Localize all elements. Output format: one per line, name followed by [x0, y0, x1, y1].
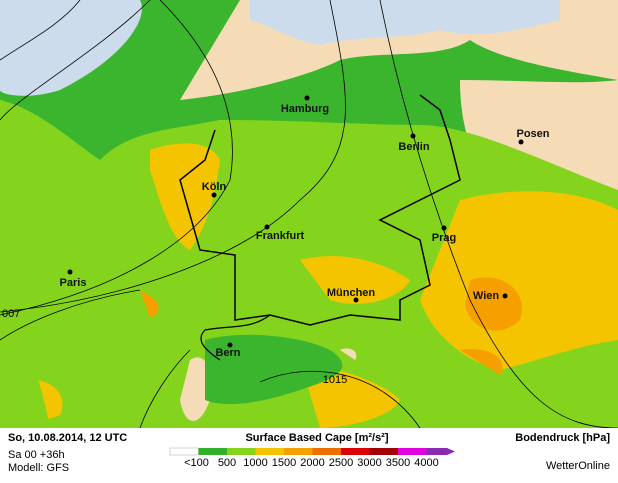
legend-swatch [198, 448, 227, 455]
legend-swatch [312, 448, 341, 455]
city-dot [304, 95, 310, 101]
city-dot [518, 139, 524, 145]
city-dot [353, 297, 359, 303]
legend-label: 500 [218, 457, 236, 469]
isobar-label: 1015 [323, 374, 347, 386]
brand: WetterOnline [546, 460, 610, 472]
city-dot [67, 269, 73, 275]
city-dot [227, 342, 233, 348]
city-dot [441, 225, 447, 231]
city-label: Wien [473, 290, 499, 302]
legend-label: 2000 [300, 457, 324, 469]
legend-swatch [284, 448, 313, 455]
city-label: Berlin [398, 141, 429, 153]
city-label: Prag [432, 232, 456, 244]
city-dot [410, 133, 416, 139]
map [0, 0, 618, 429]
legend-swatch [169, 447, 199, 456]
legend-swatch [369, 448, 398, 455]
run: Sa 00 +36h [8, 449, 65, 461]
legend-label: 3500 [386, 457, 410, 469]
city-dot [211, 192, 217, 198]
legend-title: Surface Based Cape [m²/s²] [245, 432, 388, 444]
date: So, 10.08.2014, 12 UTC [8, 432, 127, 444]
city-dot [264, 224, 270, 230]
city-label: Frankfurt [256, 230, 305, 242]
legend-swatch [426, 448, 455, 455]
city-dot [502, 293, 508, 299]
city-label: München [327, 287, 376, 299]
legend-label: 1000 [243, 457, 267, 469]
city-label: Köln [202, 181, 227, 193]
city-label: Posen [516, 128, 549, 140]
isobar-label: 007 [2, 308, 20, 320]
city-label: Hamburg [281, 103, 329, 115]
pressure-title: Bodendruck [hPa] [515, 432, 610, 444]
legend-swatch [227, 448, 256, 455]
model: Modell: GFS [8, 462, 69, 474]
legend-label: 1500 [272, 457, 296, 469]
legend-swatch [255, 448, 284, 455]
legend-label: <100 [184, 457, 209, 469]
legend-swatch [341, 448, 370, 455]
legend-label: 2500 [329, 457, 353, 469]
city-label: Paris [60, 277, 87, 289]
city-label: Bern [215, 347, 240, 359]
legend-swatch [398, 448, 427, 455]
legend-label: 4000 [414, 457, 438, 469]
legend-label: 3000 [357, 457, 381, 469]
